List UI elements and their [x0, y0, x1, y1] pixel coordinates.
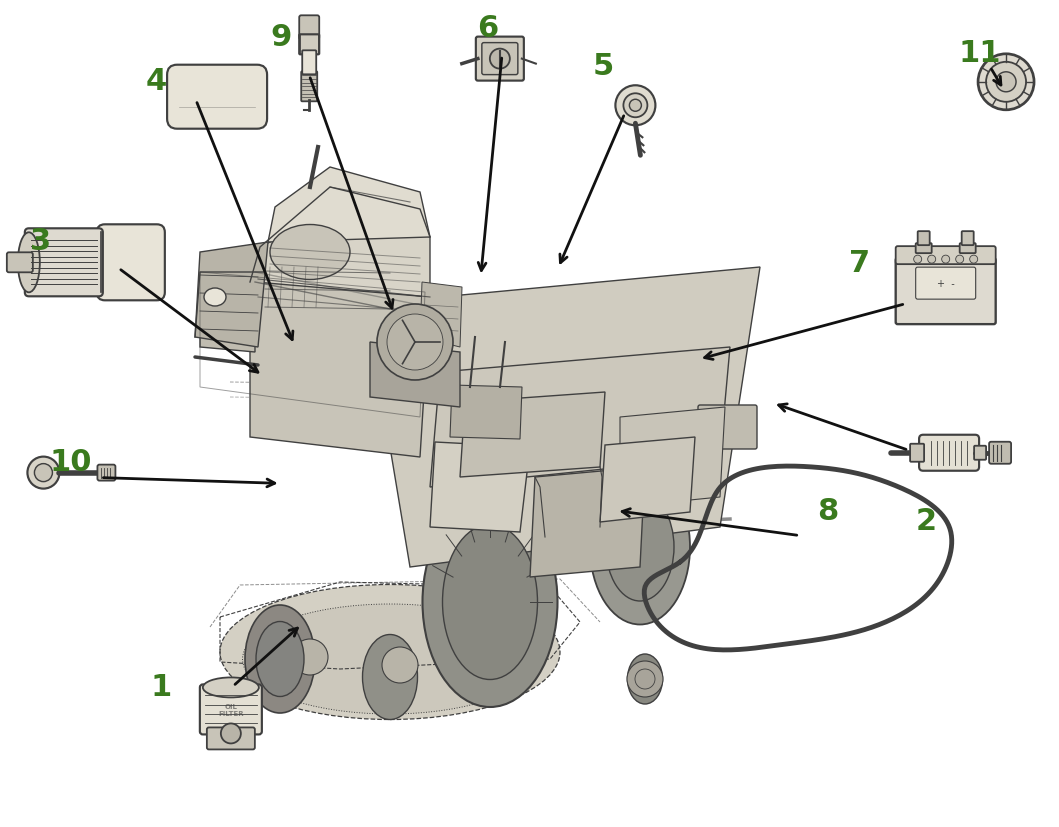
Ellipse shape — [256, 622, 304, 696]
Polygon shape — [620, 408, 725, 508]
FancyBboxPatch shape — [974, 447, 986, 460]
Polygon shape — [370, 342, 460, 408]
Text: 10: 10 — [50, 447, 92, 476]
Circle shape — [624, 94, 647, 118]
Circle shape — [490, 50, 509, 69]
Polygon shape — [420, 283, 462, 347]
Text: 6: 6 — [478, 14, 499, 44]
Circle shape — [377, 304, 453, 380]
Circle shape — [629, 100, 642, 112]
Ellipse shape — [270, 225, 351, 280]
Polygon shape — [255, 208, 430, 298]
Ellipse shape — [220, 585, 560, 719]
Polygon shape — [460, 393, 605, 477]
FancyBboxPatch shape — [989, 442, 1011, 464]
Circle shape — [387, 314, 443, 370]
Polygon shape — [380, 268, 760, 567]
Circle shape — [28, 457, 59, 489]
Circle shape — [979, 55, 1034, 111]
Circle shape — [928, 256, 936, 264]
Circle shape — [914, 256, 921, 264]
Text: 4: 4 — [146, 66, 167, 96]
Ellipse shape — [203, 677, 258, 698]
Circle shape — [986, 63, 1026, 103]
FancyBboxPatch shape — [200, 685, 262, 734]
Polygon shape — [430, 347, 730, 487]
Circle shape — [627, 662, 663, 697]
Circle shape — [997, 73, 1016, 93]
Ellipse shape — [628, 654, 663, 704]
Circle shape — [292, 639, 328, 675]
Text: 9: 9 — [270, 22, 291, 52]
FancyBboxPatch shape — [919, 435, 980, 471]
Circle shape — [970, 256, 977, 264]
FancyBboxPatch shape — [97, 465, 115, 481]
Circle shape — [941, 256, 950, 264]
Polygon shape — [268, 168, 430, 242]
FancyBboxPatch shape — [482, 44, 518, 75]
FancyBboxPatch shape — [916, 244, 932, 254]
Polygon shape — [200, 273, 255, 352]
Polygon shape — [450, 385, 522, 439]
Circle shape — [382, 648, 418, 683]
Ellipse shape — [204, 289, 226, 307]
Ellipse shape — [606, 494, 674, 601]
FancyBboxPatch shape — [918, 232, 930, 246]
Text: 5: 5 — [593, 51, 614, 81]
Ellipse shape — [18, 233, 40, 293]
Polygon shape — [430, 442, 530, 533]
Text: 11: 11 — [958, 39, 1001, 69]
Circle shape — [955, 256, 964, 264]
FancyBboxPatch shape — [207, 728, 255, 749]
Text: +  -: + - — [937, 279, 954, 289]
FancyBboxPatch shape — [167, 65, 267, 130]
FancyBboxPatch shape — [302, 51, 317, 75]
FancyBboxPatch shape — [6, 253, 33, 273]
FancyBboxPatch shape — [959, 244, 975, 254]
Polygon shape — [530, 467, 645, 577]
FancyBboxPatch shape — [962, 232, 973, 246]
Ellipse shape — [243, 605, 538, 715]
FancyBboxPatch shape — [96, 225, 165, 301]
Text: 2: 2 — [916, 506, 937, 536]
Ellipse shape — [245, 605, 315, 713]
Text: OIL
FILTER: OIL FILTER — [218, 703, 244, 716]
Polygon shape — [195, 242, 268, 347]
FancyBboxPatch shape — [698, 405, 757, 449]
Text: 8: 8 — [818, 496, 839, 526]
FancyBboxPatch shape — [301, 72, 318, 103]
FancyBboxPatch shape — [24, 229, 103, 297]
FancyBboxPatch shape — [916, 268, 975, 299]
Ellipse shape — [590, 470, 690, 624]
Text: 7: 7 — [849, 248, 870, 278]
FancyBboxPatch shape — [475, 37, 524, 82]
FancyBboxPatch shape — [896, 259, 995, 325]
FancyBboxPatch shape — [910, 444, 925, 462]
Text: 1: 1 — [150, 672, 172, 701]
Circle shape — [35, 464, 53, 482]
Circle shape — [615, 86, 656, 126]
Circle shape — [221, 724, 240, 743]
Polygon shape — [250, 278, 430, 457]
FancyBboxPatch shape — [300, 17, 319, 41]
Ellipse shape — [423, 497, 557, 707]
Ellipse shape — [362, 635, 417, 719]
Ellipse shape — [443, 525, 538, 680]
Circle shape — [472, 641, 508, 677]
FancyBboxPatch shape — [896, 246, 995, 265]
Text: 3: 3 — [30, 227, 51, 256]
FancyBboxPatch shape — [300, 36, 319, 55]
Polygon shape — [600, 437, 695, 523]
